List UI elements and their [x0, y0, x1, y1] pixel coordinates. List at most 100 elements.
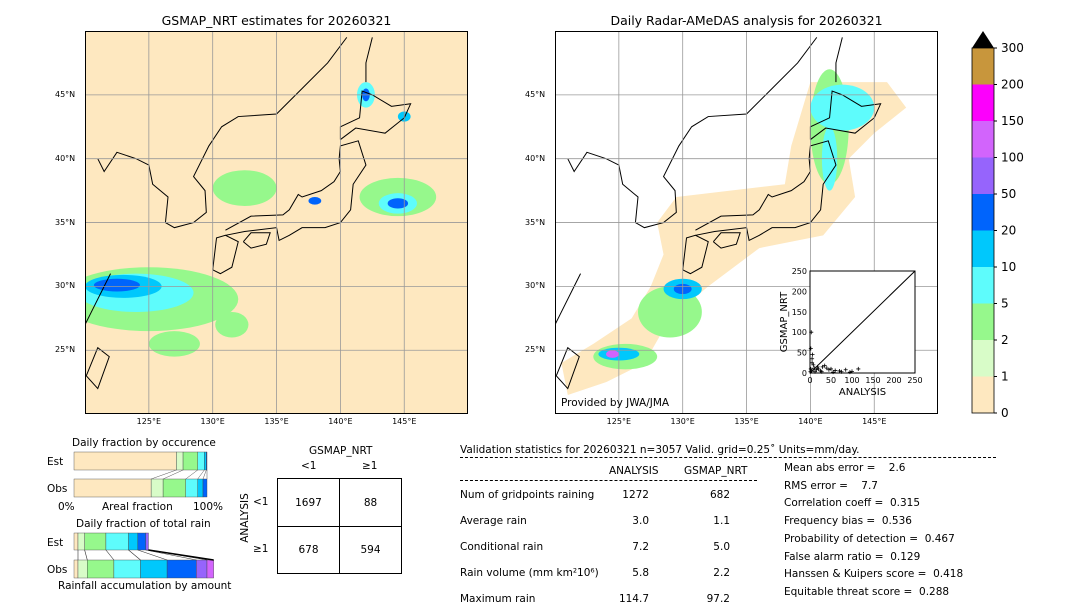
lat-tick: 35°N	[525, 217, 546, 227]
stat-analysis-value: 1272	[622, 489, 649, 501]
scatter-point	[856, 366, 861, 371]
coastline	[555, 273, 581, 326]
coastline	[809, 90, 882, 140]
lon-tick: 135°E	[734, 417, 759, 426]
coastline	[695, 140, 837, 242]
stat-gsmap-value: 97.2	[706, 593, 730, 605]
rain-area	[215, 311, 249, 338]
total-rain-obs-segment	[113, 559, 141, 579]
colorbar-label: 20	[1001, 224, 1016, 238]
scatter-y-tick: 50	[797, 349, 807, 358]
ct-cell: 678	[298, 544, 319, 556]
occ-tick-0: 0%	[58, 501, 75, 513]
scatter-point	[809, 330, 814, 335]
contingency-table: 1697 88 678 594	[277, 478, 402, 574]
occ-est-label: Est	[47, 456, 64, 468]
occ-obs-label: Obs	[47, 483, 68, 495]
stats-col-gsmap: GSMAP_NRT	[684, 465, 748, 477]
lat-tick: 30°N	[525, 281, 546, 291]
coastline	[225, 140, 367, 242]
colorbar-band	[972, 194, 994, 231]
occurrence-est-segment	[197, 451, 205, 471]
colorbar-band	[972, 340, 994, 377]
connector-line	[197, 469, 205, 480]
score-line: RMS error = 7.7	[784, 479, 878, 492]
scatter-point	[810, 352, 815, 357]
lon-tick: 130°E	[670, 417, 695, 426]
coastline	[339, 90, 412, 140]
coastline	[97, 37, 348, 229]
lon-tick: 125°E	[136, 417, 161, 426]
occurrence-est-segment	[176, 451, 184, 471]
fraction-bars	[73, 451, 214, 579]
scatter-x-tick: 0	[807, 376, 812, 385]
connector-line	[105, 549, 115, 561]
connector-line	[128, 549, 141, 561]
scatter-y-tick: 200	[792, 287, 807, 296]
stat-gsmap-value: 2.2	[713, 567, 730, 579]
occurrence-obs-segment	[185, 478, 198, 498]
scatter-x-tick: 150	[865, 376, 880, 385]
scatter-point	[839, 369, 844, 374]
scatter-x-tick: 100	[844, 376, 859, 385]
lon-tick: 145°E	[862, 417, 887, 426]
stat-analysis-value: 7.2	[632, 541, 649, 553]
colorbar-band	[972, 48, 994, 85]
coastline	[85, 273, 111, 326]
total-rain-est-segment	[84, 532, 107, 551]
connector-line	[137, 549, 168, 561]
colorbar-band	[972, 121, 994, 158]
stat-analysis-value: 3.0	[632, 515, 649, 527]
ct-cell: 1697	[295, 497, 322, 509]
connector-line	[84, 549, 88, 561]
tot-obs-label: Obs	[47, 564, 68, 576]
scatter-y-tick: 250	[792, 267, 807, 276]
score-line: Equitable threat score = 0.288	[784, 585, 950, 598]
score-line: Correlation coeff = 0.315	[784, 497, 920, 510]
colorbar-label: 150	[1001, 114, 1024, 128]
map-frame	[85, 31, 468, 414]
stat-analysis-value: 5.8	[632, 567, 649, 579]
colorbar-label: 50	[1001, 187, 1016, 201]
rain-area	[810, 84, 875, 131]
ct-cell: 88	[363, 497, 378, 509]
occurrence-est-segment	[206, 451, 208, 471]
gsmap-map	[85, 31, 468, 414]
scatter-x-tick: 50	[826, 376, 836, 385]
stat-label: Rain volume (mm km²10⁶)	[460, 567, 599, 579]
stats-divider	[460, 457, 996, 458]
stat-label: Maximum rain	[460, 593, 536, 605]
ct-col-lt1: <1	[301, 460, 317, 472]
coastline	[555, 346, 580, 390]
colorbar-label: 2	[1001, 333, 1009, 347]
scatter-point	[812, 366, 817, 371]
scatter-point	[822, 363, 827, 368]
stat-label: Conditional rain	[460, 541, 544, 553]
scatter-point	[824, 366, 829, 371]
scatter-point	[833, 368, 838, 373]
total-rain-obs-segment	[87, 559, 115, 579]
right-map-title: Daily Radar-AMeDAS analysis for 20260321	[610, 13, 883, 28]
ct-row-lt1: <1	[253, 496, 269, 508]
scatter-point	[811, 362, 816, 367]
colorbar-label: 1	[1001, 370, 1009, 384]
lon-tick: 145°E	[392, 417, 417, 426]
scatter-point	[831, 370, 836, 375]
occurrence-obs-segment	[73, 478, 152, 498]
scatter-point	[847, 370, 852, 375]
rain-area	[93, 278, 140, 292]
scatter-ylabel: GSMAP_NRT	[779, 291, 790, 352]
colorbar-label: 200	[1001, 78, 1024, 92]
coastline	[365, 37, 373, 83]
tot-est-label: Est	[47, 537, 64, 549]
total-rain-obs-segment	[196, 559, 208, 579]
rain-area	[308, 197, 322, 205]
scatter-point	[813, 369, 818, 374]
stats-header: Validation statistics for 20260321 n=305…	[460, 444, 860, 456]
total-rain-est-segment	[73, 532, 79, 551]
scatter-point	[843, 367, 848, 372]
colorbar-band	[972, 303, 994, 340]
occurrence-est-segment	[204, 451, 207, 471]
connector-line	[163, 469, 184, 480]
scatter-x-tick: 250	[907, 376, 922, 385]
